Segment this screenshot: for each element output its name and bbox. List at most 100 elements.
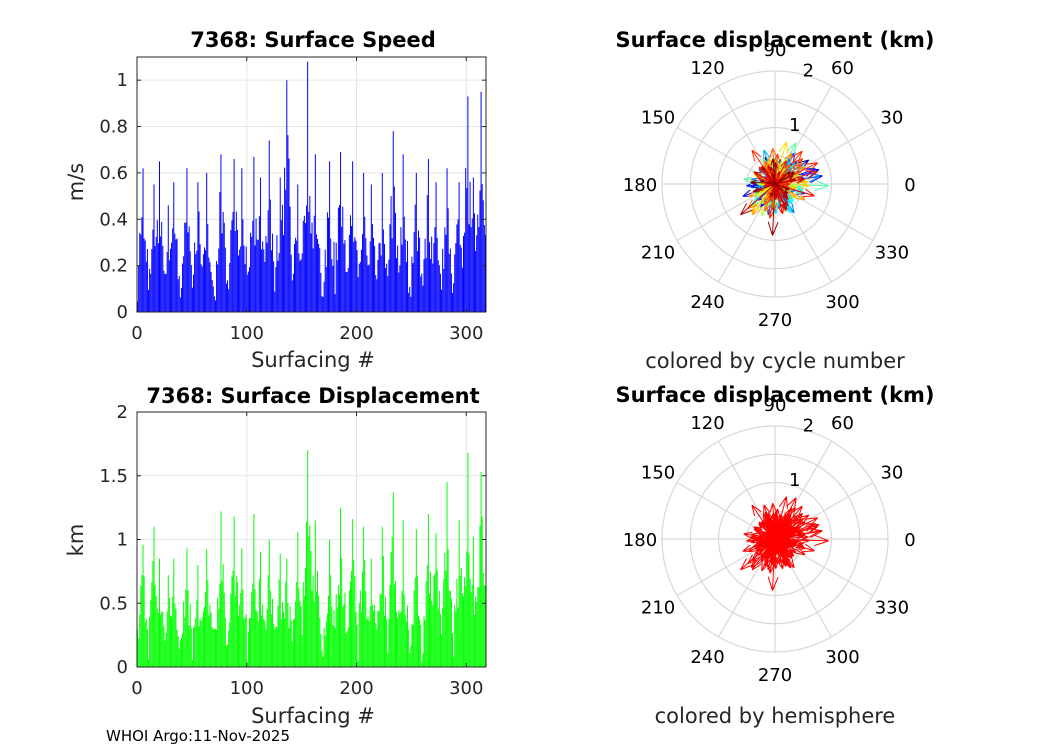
- bar: [196, 600, 198, 667]
- bar: [225, 283, 227, 312]
- bar: [244, 617, 246, 667]
- bar: [452, 633, 454, 667]
- bar: [291, 280, 293, 312]
- bar: [413, 590, 415, 667]
- bar: [366, 619, 368, 667]
- bar: [225, 645, 227, 667]
- bar: [459, 575, 461, 667]
- bar: [460, 567, 462, 667]
- bar: [315, 591, 317, 667]
- bar: [313, 215, 315, 312]
- bar: [389, 585, 391, 667]
- displacement-arrow: [763, 538, 776, 543]
- bar: [466, 188, 468, 312]
- bar: [459, 244, 461, 312]
- bar: [394, 212, 396, 312]
- bar: [279, 177, 281, 312]
- polar-angle-label: 210: [641, 243, 675, 264]
- y-tick-label: 0.8: [99, 117, 128, 138]
- bar: [460, 247, 462, 312]
- bar: [325, 267, 327, 312]
- bar: [407, 240, 409, 312]
- bar: [217, 598, 219, 667]
- displacement-arrow: [767, 538, 776, 574]
- bar: [481, 516, 483, 667]
- bar: [402, 154, 404, 312]
- bar: [275, 626, 277, 667]
- bar: [298, 253, 300, 312]
- bar: [154, 246, 156, 312]
- bar: [223, 592, 225, 667]
- bar: [363, 526, 365, 667]
- bar: [366, 255, 368, 312]
- bar: [358, 263, 360, 312]
- bar: [319, 617, 321, 667]
- bar: [348, 234, 350, 312]
- bar: [412, 263, 414, 312]
- bar: [222, 211, 224, 312]
- bar: [151, 582, 153, 667]
- bar: [270, 250, 272, 312]
- bar: [220, 154, 222, 312]
- bar: [364, 560, 366, 667]
- bar: [177, 279, 179, 312]
- polar-angle-label: 90: [764, 40, 787, 61]
- bar: [447, 549, 449, 667]
- bar: [331, 606, 333, 667]
- bar: [377, 259, 379, 312]
- footer-label: WHOI Argo:11-Nov-2025: [106, 727, 290, 745]
- bar: [289, 206, 291, 312]
- bar: [338, 594, 340, 667]
- bar: [171, 616, 173, 667]
- displacement-arrow: [750, 538, 776, 569]
- bar: [400, 611, 402, 667]
- bar: [184, 617, 186, 667]
- displacement-arrow: [764, 538, 776, 561]
- bar: [482, 572, 484, 667]
- bar: [204, 606, 205, 667]
- y-tick-label: 0.4: [99, 209, 128, 230]
- bar: [425, 580, 427, 667]
- bar: [198, 626, 200, 667]
- bar: [438, 265, 440, 312]
- bar: [140, 585, 142, 667]
- bar: [335, 594, 337, 667]
- bar: [321, 650, 323, 667]
- bar: [369, 241, 371, 312]
- bar: [399, 265, 401, 312]
- bar: [236, 229, 238, 312]
- bar: [284, 167, 286, 312]
- bar: [200, 264, 202, 312]
- bar: [478, 227, 480, 312]
- bar: [418, 230, 419, 312]
- bar: [263, 618, 265, 667]
- bar: [276, 626, 278, 667]
- bar: [200, 620, 202, 667]
- bar: [163, 626, 165, 667]
- bar: [432, 605, 434, 667]
- polar-hemisphere-title: Surface displacement (km): [615, 383, 934, 407]
- bar: [232, 212, 234, 312]
- bar: [187, 590, 189, 667]
- bar: [447, 208, 449, 312]
- bar: [185, 222, 187, 312]
- bar: [165, 632, 167, 667]
- bar: [201, 617, 203, 667]
- bar: [247, 271, 249, 312]
- bar: [320, 272, 322, 312]
- bar: [252, 220, 254, 312]
- bar: [254, 245, 256, 312]
- bar: [479, 190, 481, 312]
- bar: [245, 614, 247, 667]
- bar: [187, 232, 189, 312]
- bar: [476, 601, 478, 667]
- bar: [306, 522, 308, 667]
- bar: [202, 254, 204, 312]
- bar: [325, 621, 327, 667]
- bar: [403, 216, 405, 312]
- bar: [307, 61, 309, 312]
- bar: [324, 635, 326, 667]
- bar: [448, 590, 450, 667]
- bar: [279, 553, 281, 667]
- bar: [387, 276, 389, 312]
